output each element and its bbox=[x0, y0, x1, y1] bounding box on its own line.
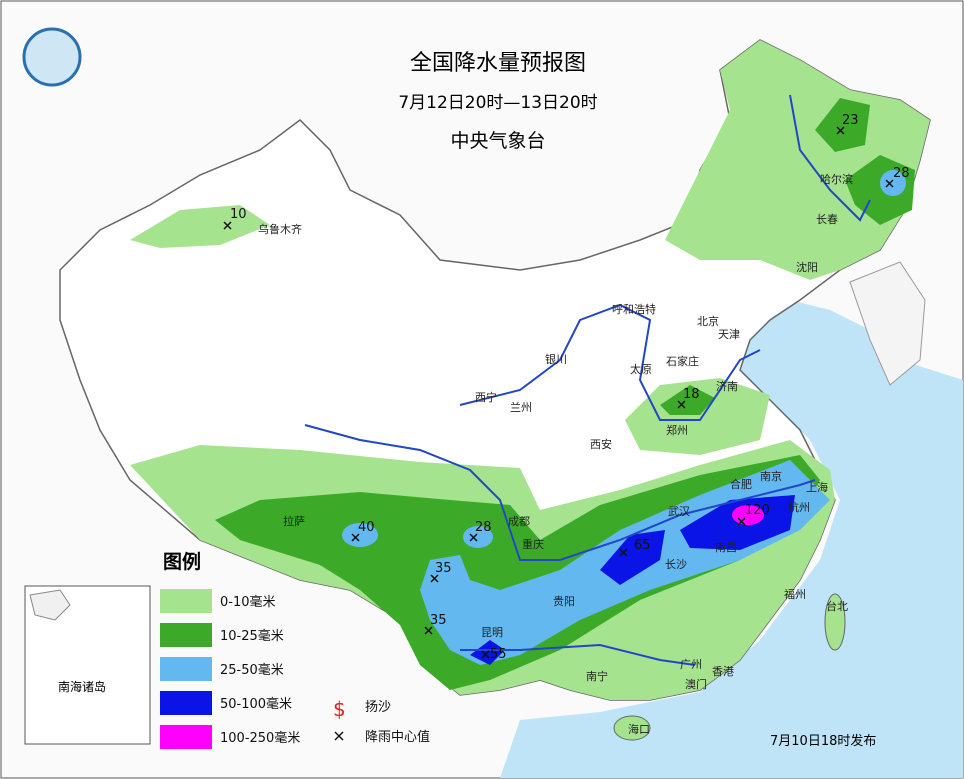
legend-title: 图例 bbox=[163, 550, 201, 573]
inset-label: 南海诸岛 bbox=[58, 679, 106, 694]
footer: 7月10日18时发布 bbox=[770, 733, 876, 749]
rivers bbox=[304, 94, 871, 666]
legend-swatch bbox=[160, 657, 212, 681]
legend: 0-10毫米 10-25毫米 25-50毫米 50-100毫米 100-250毫… bbox=[160, 589, 430, 749]
city-label: 福州 bbox=[784, 587, 806, 601]
rain-center-value: 28 bbox=[475, 520, 492, 535]
legend-symbol-label: 降雨中心值 bbox=[365, 729, 430, 745]
sand-symbol: $ bbox=[333, 697, 346, 721]
inset-land bbox=[29, 589, 71, 621]
city-label: 兰州 bbox=[510, 401, 532, 414]
city-label: 太原 bbox=[630, 363, 652, 376]
city-label: 海口 bbox=[628, 722, 650, 736]
center-markers bbox=[223, 126, 894, 659]
issuer: 中央气象台 bbox=[450, 130, 545, 152]
legend-swatch bbox=[160, 589, 212, 613]
city-label: 重庆 bbox=[522, 537, 544, 551]
city-label: 南宁 bbox=[586, 669, 608, 683]
city-label: 拉萨 bbox=[283, 514, 305, 528]
legend-label: 100-250毫米 bbox=[220, 730, 300, 746]
city-label: 北京 bbox=[697, 314, 719, 328]
legend-swatch bbox=[160, 691, 212, 715]
rain-center-value: 18 bbox=[683, 387, 700, 402]
city-label: 合肥 bbox=[730, 477, 752, 491]
rain-center-value: 65 bbox=[634, 538, 651, 553]
city-label: 郑州 bbox=[666, 423, 688, 437]
logo bbox=[22, 27, 82, 87]
city-label: 西宁 bbox=[475, 390, 497, 404]
city-label: 南昌 bbox=[715, 541, 737, 554]
legend-label: 0-10毫米 bbox=[220, 594, 276, 610]
legend-swatch bbox=[160, 725, 212, 749]
rain-center-value: 35 bbox=[430, 613, 447, 628]
city-label: 乌鲁木齐 bbox=[258, 222, 302, 236]
rain-center-value: 55 bbox=[490, 647, 507, 662]
city-label: 哈尔滨 bbox=[820, 172, 853, 186]
city-label: 上海 bbox=[806, 480, 828, 494]
city-label: 长沙 bbox=[665, 558, 687, 571]
city-label: 西安 bbox=[590, 437, 612, 451]
rain-center-value: 120 bbox=[745, 503, 770, 518]
city-label: 广州 bbox=[680, 658, 702, 671]
city-label: 南京 bbox=[760, 469, 782, 483]
subtitle: 7月12日20时—13日20时 bbox=[398, 93, 597, 113]
legend-label: 50-100毫米 bbox=[220, 696, 292, 712]
city-label: 呼和浩特 bbox=[612, 302, 656, 316]
rain-center-value: 28 bbox=[893, 166, 910, 181]
rain-center-value: 23 bbox=[842, 113, 859, 128]
city-label: 贵阳 bbox=[553, 595, 575, 608]
city-label: 天津 bbox=[718, 328, 740, 341]
center-symbol bbox=[334, 731, 344, 741]
rain-center-value: 40 bbox=[358, 520, 375, 535]
city-label: 台北 bbox=[826, 599, 848, 613]
legend-swatch bbox=[160, 623, 212, 647]
korea bbox=[849, 261, 926, 386]
city-label: 沈阳 bbox=[796, 260, 818, 274]
city-label: 杭州 bbox=[788, 500, 810, 514]
sea bbox=[500, 300, 963, 778]
rain-centers: 10 23 28 18 40 28 35 35 55 65 120 bbox=[230, 113, 910, 662]
title: 全国降水量预报图 bbox=[410, 51, 586, 76]
city-label: 香港 bbox=[712, 665, 734, 678]
precipitation bbox=[130, 40, 930, 741]
city-label: 长春 bbox=[816, 213, 838, 226]
city-label: 澳门 bbox=[685, 677, 707, 691]
cities: 乌鲁木齐 哈尔滨 长春 沈阳 呼和浩特 北京 天津 石家庄 太原 济南 郑州 银… bbox=[258, 172, 853, 736]
city-label: 武汉 bbox=[668, 505, 690, 518]
rain-center-value: 10 bbox=[230, 207, 247, 222]
city-label: 济南 bbox=[716, 379, 738, 393]
legend-label: 25-50毫米 bbox=[220, 662, 284, 678]
city-label: 银川 bbox=[545, 352, 567, 366]
city-label: 昆明 bbox=[481, 626, 503, 639]
city-label: 成都 bbox=[508, 515, 530, 528]
rain-center-value: 35 bbox=[435, 561, 452, 576]
legend-label: 10-25毫米 bbox=[220, 628, 284, 644]
city-label: 石家庄 bbox=[666, 354, 699, 368]
legend-symbol-label: 扬沙 bbox=[365, 700, 391, 715]
